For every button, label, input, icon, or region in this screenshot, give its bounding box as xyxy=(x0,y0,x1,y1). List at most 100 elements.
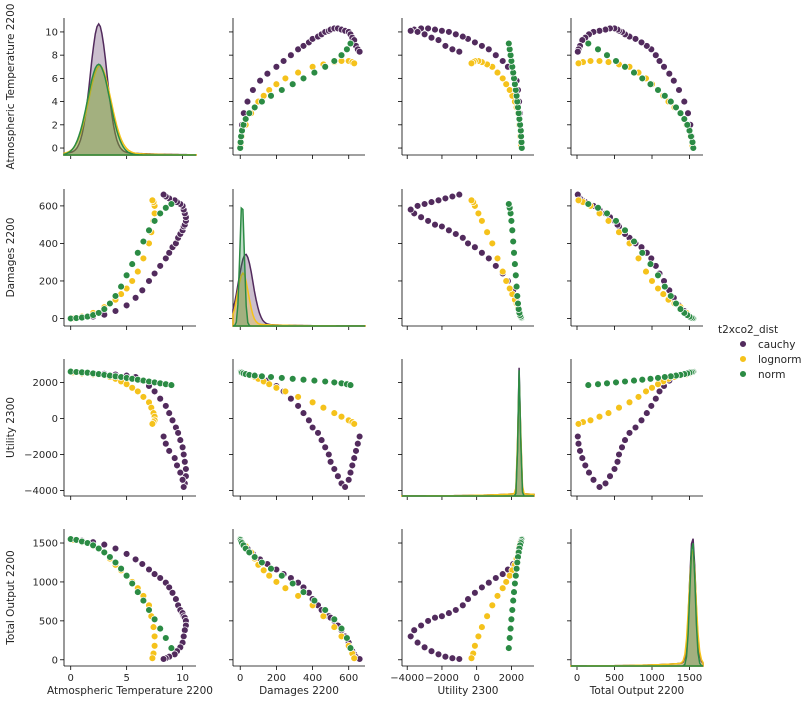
point-norm xyxy=(672,103,680,112)
point-lognorm xyxy=(150,632,159,641)
point-cauchy xyxy=(321,443,329,452)
point-norm xyxy=(139,237,148,246)
point-norm xyxy=(278,571,286,580)
point-cauchy xyxy=(243,97,252,106)
point-lognorm xyxy=(128,384,136,392)
point-lognorm xyxy=(272,578,281,586)
point-lognorm xyxy=(574,420,583,428)
x-tick-label: 400 xyxy=(303,673,322,684)
point-norm xyxy=(167,644,176,652)
point-cauchy xyxy=(601,479,610,488)
y-tick-label: 1500 xyxy=(33,539,58,550)
point-cauchy xyxy=(287,394,295,403)
point-norm xyxy=(330,615,339,624)
kde-norm xyxy=(571,543,704,667)
point-cauchy xyxy=(455,190,464,199)
point-lognorm xyxy=(467,654,476,662)
point-cauchy xyxy=(111,544,120,553)
point-cauchy xyxy=(464,239,472,248)
point-cauchy xyxy=(162,439,170,448)
point-lognorm xyxy=(493,254,502,263)
point-norm xyxy=(310,376,319,385)
point-cauchy xyxy=(652,51,660,59)
point-norm xyxy=(89,541,97,550)
point-norm xyxy=(241,115,250,123)
point-lognorm xyxy=(134,387,142,396)
y-tick-label: 6 xyxy=(52,74,58,85)
point-cauchy xyxy=(441,42,450,50)
point-cauchy xyxy=(354,439,362,448)
point-norm xyxy=(250,103,259,112)
point-cauchy xyxy=(182,465,190,473)
point-cauchy xyxy=(174,429,182,437)
point-cauchy xyxy=(684,109,692,117)
legend-label-cauchy: cauchy xyxy=(758,339,796,351)
point-norm xyxy=(267,92,275,100)
point-norm xyxy=(250,371,259,380)
point-lognorm xyxy=(265,380,273,388)
point-cauchy xyxy=(330,465,339,473)
point-lognorm xyxy=(483,612,491,620)
point-norm xyxy=(661,373,669,381)
point-lognorm xyxy=(330,623,339,631)
point-cauchy xyxy=(655,387,664,396)
point-cauchy xyxy=(574,439,583,448)
point-norm xyxy=(250,553,259,561)
point-norm xyxy=(511,579,519,588)
point-cauchy xyxy=(613,458,622,466)
point-norm xyxy=(594,45,602,54)
x-tick-label: 5 xyxy=(123,673,129,684)
x-tick-label: 2000 xyxy=(499,673,524,684)
point-lognorm xyxy=(505,284,514,293)
point-norm xyxy=(106,553,114,561)
point-cauchy xyxy=(165,583,173,592)
point-norm xyxy=(330,378,339,387)
point-norm xyxy=(278,374,286,382)
point-lognorm xyxy=(574,59,583,68)
point-lognorm xyxy=(281,74,290,83)
point-cauchy xyxy=(595,483,604,491)
point-norm xyxy=(134,249,142,257)
point-cauchy xyxy=(165,249,173,257)
point-cauchy xyxy=(138,286,147,295)
point-lognorm xyxy=(502,80,510,88)
y-tick-label: 500 xyxy=(39,616,58,627)
point-cauchy xyxy=(294,45,302,54)
point-cauchy xyxy=(179,483,188,491)
point-cauchy xyxy=(610,465,619,473)
point-norm xyxy=(167,381,176,389)
point-cauchy xyxy=(122,301,131,310)
point-norm xyxy=(128,260,136,268)
point-norm xyxy=(258,372,266,381)
point-norm xyxy=(505,644,513,652)
point-lognorm xyxy=(474,632,483,641)
point-norm xyxy=(594,204,602,212)
point-cauchy xyxy=(438,222,446,231)
point-lognorm xyxy=(488,601,497,610)
point-cauchy xyxy=(305,416,313,425)
point-cauchy xyxy=(417,621,425,630)
point-norm xyxy=(94,309,103,317)
point-cauchy xyxy=(156,262,164,270)
x-tick-label: 10 xyxy=(176,673,189,684)
point-cauchy xyxy=(122,550,131,558)
point-norm xyxy=(638,249,647,257)
point-norm xyxy=(156,624,164,633)
point-lognorm xyxy=(319,403,328,412)
point-cauchy xyxy=(448,192,457,201)
point-cauchy xyxy=(445,28,453,36)
x-axis-label: Total Output 2200 xyxy=(589,685,684,697)
point-cauchy xyxy=(263,69,272,78)
point-cauchy xyxy=(431,220,439,229)
point-norm xyxy=(267,373,275,381)
point-lognorm xyxy=(265,571,273,580)
point-cauchy xyxy=(299,409,308,417)
point-cauchy xyxy=(492,262,500,270)
x-tick-label: 1000 xyxy=(639,673,664,684)
y-tick-label: 0 xyxy=(52,655,58,666)
x-tick-label: −4000 xyxy=(390,673,424,684)
point-norm xyxy=(321,606,329,614)
y-tick-label: −2000 xyxy=(24,450,58,461)
point-cauchy xyxy=(173,461,181,470)
